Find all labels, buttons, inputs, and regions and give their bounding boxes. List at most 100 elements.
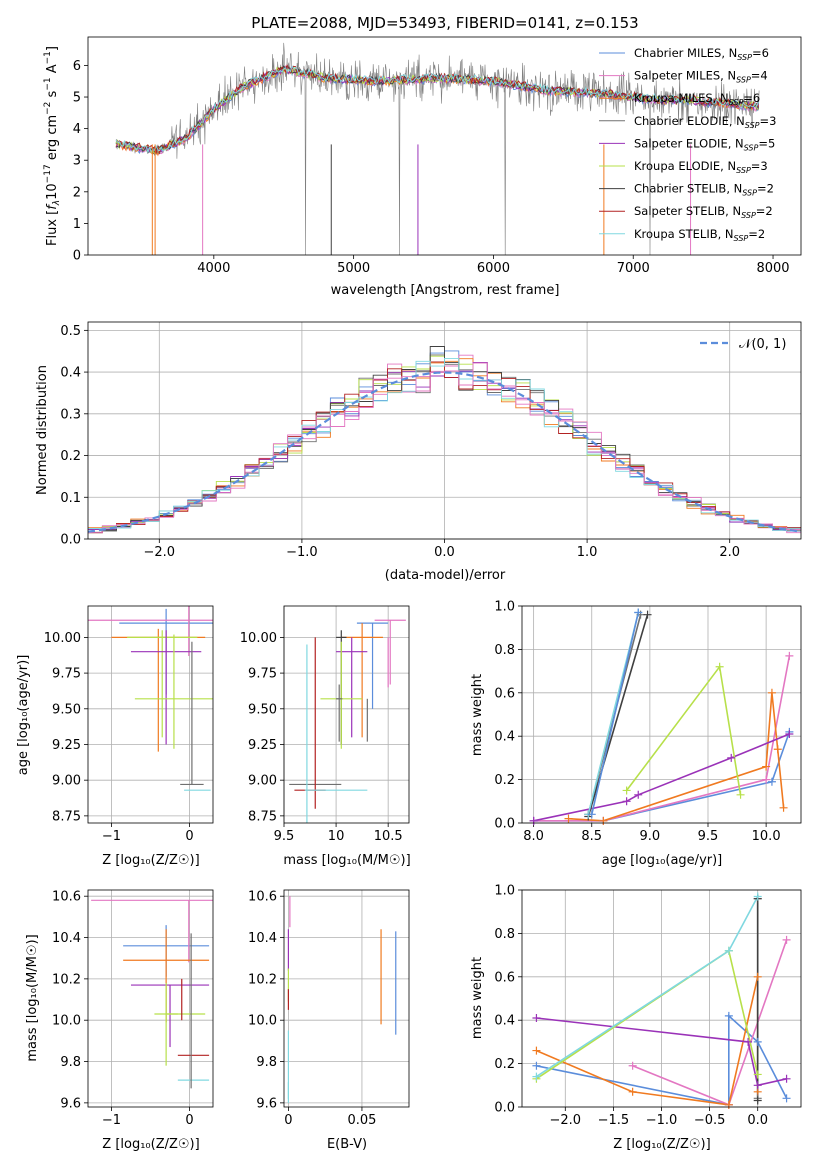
spectrum-panel: PLATE=2088, MJD=53493, FIBERID=0141, z=0… [43,14,802,298]
y-tick-label: 1.0 [494,600,515,615]
y-tick-label: 0.4 [60,366,81,381]
x-tick-label: 9.0 [640,829,661,844]
x-tick-label: 10.0 [752,829,781,844]
y-tick-label: 9.00 [248,774,277,789]
y-tick-label: 9.75 [248,667,277,682]
legend-label: Chabrier MILES, NSSP=6 [634,46,769,62]
weight-marker [724,946,733,955]
x-tick-label: 0 [284,1113,292,1128]
x-tick-label: 7000 [617,261,650,276]
weight-marker [532,1072,541,1081]
x-tick-label: 1.0 [577,545,598,560]
y-tick-label: 10.0 [248,1014,277,1029]
legend-label: Chabrier ELODIE, NSSP=3 [634,114,776,130]
weight-vs-age-plot: 8.0 8.5 9.0 9.5 10.0 0.0 0.2 0.4 0.6 0.8 1.0 [494,600,802,844]
x-tick-label: 0.0 [434,545,455,560]
mass-vs-Z-ylabel: mass [log₁₀(M/M☉)] [25,934,40,1061]
x-tick-label: −2.0 [144,545,176,560]
weight-marker [529,816,538,825]
y-tick-label: 10.4 [52,931,81,946]
axes-frame [283,605,410,824]
weight-series-line [535,896,759,1078]
weight-marker [782,935,791,944]
weight-marker [628,1061,637,1070]
weight-marker [532,1014,541,1023]
y-tick-label: 0.4 [494,730,515,745]
weight-marker [628,1087,637,1096]
weight-marker [643,610,652,619]
y-tick-label: 0.4 [494,1014,515,1029]
residual-histogram [88,361,801,534]
y-tick-label: 9.6 [60,1096,81,1111]
age-vs-mass-plot: 9.5 10 10.5 8.75 9.00 9.25 9.50 9.75 10.00 [240,605,410,844]
x-tick-label: 8.5 [581,829,602,844]
legend-label: Salpeter MILES, NSSP=4 [634,69,768,85]
weight-marker [762,762,771,771]
legend-label: Chabrier STELIB, NSSP=2 [634,182,774,198]
axes-frame [521,605,802,824]
x-tick-label: 10.5 [374,829,403,844]
weight-marker [782,1074,791,1083]
weight-marker [634,790,643,799]
y-tick-label: 9.8 [60,1055,81,1070]
y-tick-label: 0 [73,249,81,264]
spectrum-plot: 4000 5000 6000 7000 8000 0 1 2 3 4 5 6 Chabrier MILE… [73,36,802,276]
mass-vs-ebv-plot: 0 0.05 9.6 9.8 10.0 10.2 10.4 10.6 [248,889,410,1128]
x-tick-label: 4000 [197,261,230,276]
grid [284,890,409,1107]
mass-vs-ebv-xlabel: E(B-V) [327,1137,367,1152]
weight-vs-age-ylabel: mass weight [470,674,485,756]
x-tick-label: −1 [102,1113,121,1128]
y-tick-label: 1.0 [494,884,515,899]
weight-series-line [568,692,785,822]
legend-label: Kroupa ELODIE, NSSP=3 [634,159,768,175]
axes-frame [87,605,214,824]
plot-body [91,899,213,1089]
x-tick-label: −1.0 [646,1113,678,1128]
weight-marker [744,1037,753,1046]
y-tick-label: 9.50 [52,702,81,717]
y-tick-label: 1 [73,217,81,232]
x-tick-label: −2.0 [550,1113,582,1128]
y-tick-label: 3 [73,154,81,169]
weight-marker [724,1100,733,1109]
weight-marker [634,608,643,617]
axes-frame [87,36,802,256]
weight-marker [753,1096,762,1105]
y-tick-label: 0.8 [494,927,515,942]
y-tick-label: 10.0 [52,1014,81,1029]
x-tick-label: −0.5 [694,1113,726,1128]
x-tick-label: 6000 [477,261,510,276]
normal-reference-curve [88,371,801,533]
y-tick-label: 0.6 [494,970,515,985]
weight-marker [736,790,745,799]
legend-label: Kroupa MILES, NSSP=6 [634,91,760,107]
weight-marker [762,775,771,784]
x-tick-label: 9.5 [274,829,295,844]
weight-marker [753,972,762,981]
y-tick-label: 10.6 [52,890,81,905]
weight-marker [715,662,724,671]
weight-marker [753,1081,762,1090]
errorbar-point [336,684,343,742]
x-tick-label: 5000 [337,261,370,276]
y-tick-label: 10.2 [248,972,277,987]
errorbar-point [130,630,202,745]
weight-marker [727,753,736,762]
y-tick-label: 10.00 [240,631,277,646]
weight-marker [767,777,776,786]
weight-marker [753,1070,762,1079]
y-tick-label: 8.75 [248,809,277,824]
grid [522,605,801,824]
y-tick-label: 0.2 [494,1057,515,1072]
weight-marker [753,1037,762,1046]
y-tick-label: 10.00 [44,631,81,646]
spectrum-xlabel: wavelength [Angstrom, rest frame] [331,283,560,298]
y-tick-label: 0.0 [60,533,81,548]
x-tick-label: 8.0 [523,829,544,844]
errorbar-point [154,983,178,1066]
errorbar-point [374,619,406,685]
y-tick-label: 10.4 [248,931,277,946]
y-tick-label: 0.3 [60,407,81,422]
